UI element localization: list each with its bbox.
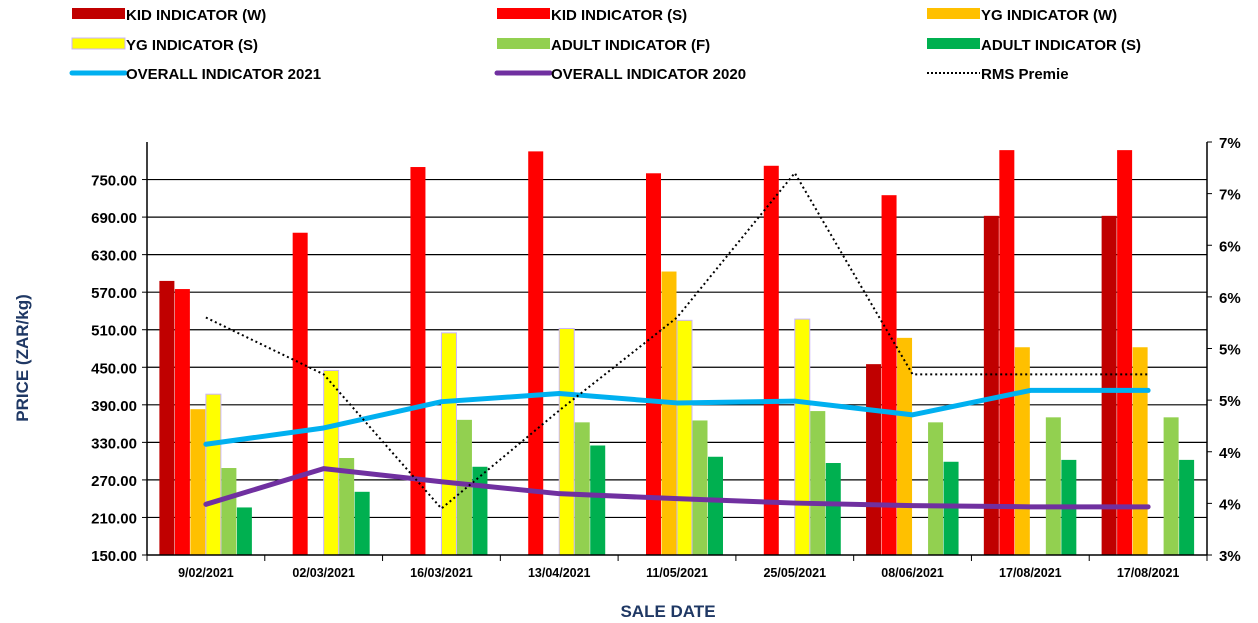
- legend: KID INDICATOR (W) KID INDICATOR (S) YG IND…: [69, 7, 1141, 83]
- y-tick-label: 390.00: [91, 398, 137, 415]
- x-tick-label: 02/03/2021: [292, 566, 355, 580]
- y-tick-label: 210.00: [91, 510, 137, 527]
- bar: [646, 173, 661, 555]
- legend-swatch: [71, 37, 126, 50]
- y2-tick-label: 6%: [1219, 238, 1241, 255]
- bar: [1045, 417, 1061, 555]
- bar: [528, 151, 544, 556]
- legend-label: ADULT INDICATOR (S): [981, 37, 1141, 54]
- x-tick-label: 13/04/2021: [528, 566, 591, 580]
- y-tick-label: 450.00: [91, 360, 137, 377]
- bar: [323, 369, 340, 556]
- bar: [1179, 459, 1195, 555]
- legend-swatch: [72, 8, 125, 19]
- bar: [825, 463, 841, 555]
- bar: [881, 195, 897, 555]
- x-tick-label: 17/08/2021: [999, 566, 1062, 580]
- bar: [999, 150, 1015, 556]
- y2-tick-label: 5%: [1219, 342, 1241, 359]
- y-tick-label: 330.00: [91, 435, 137, 452]
- x-tick-label: 16/03/2021: [410, 566, 473, 580]
- legend-label: ADULT INDICATOR (F): [551, 37, 710, 54]
- bar: [708, 456, 723, 555]
- bar: [1132, 347, 1148, 555]
- bar: [205, 393, 222, 556]
- y-axis-title: PRICE (ZAR/kg): [13, 294, 32, 422]
- series-line: [205, 171, 1149, 510]
- x-tick-label: 17/08/2021: [1117, 566, 1180, 580]
- bar: [574, 422, 590, 555]
- bar: [590, 445, 606, 555]
- legend-swatch: [497, 8, 550, 19]
- y2-tick-label: 6%: [1219, 290, 1241, 307]
- bar: [456, 419, 472, 555]
- y-tick-label: 750.00: [91, 173, 137, 190]
- legend-label: RMS Premie: [981, 66, 1069, 83]
- bar: [897, 337, 913, 555]
- y2-tick-label: 5%: [1219, 393, 1241, 410]
- legend-label: KID INDICATOR (S): [551, 7, 687, 24]
- bar: [928, 422, 944, 555]
- bar: [339, 458, 355, 555]
- y2-tick-label: 7%: [1219, 187, 1241, 204]
- x-tick-label: 08/06/2021: [881, 566, 944, 580]
- bar: [794, 318, 811, 556]
- y-tick-label: 690.00: [91, 210, 137, 227]
- bar: [292, 232, 308, 555]
- x-tick-label: 9/02/2021: [178, 566, 234, 580]
- bar: [472, 466, 488, 555]
- y-tick-label: 570.00: [91, 285, 137, 302]
- bar: [410, 167, 426, 555]
- bar: [676, 319, 693, 556]
- bar: [354, 491, 370, 555]
- legend-label: OVERALL INDICATOR 2021: [126, 66, 321, 83]
- legend-label: YG INDICATOR (S): [126, 37, 258, 54]
- bar: [159, 280, 175, 555]
- bar: [866, 364, 882, 555]
- plot-area: 750.00 690.00 630.00 570.00 510.00 450.00 390.…: [91, 135, 1241, 580]
- legend-swatch: [927, 8, 980, 19]
- bar: [1101, 215, 1117, 555]
- legend-label: OVERALL INDICATOR 2020: [551, 66, 746, 83]
- y2-tick-label: 4%: [1219, 496, 1241, 513]
- y-tick-label: 270.00: [91, 473, 137, 490]
- y2-tick-label: 4%: [1219, 445, 1241, 462]
- bar: [661, 271, 677, 555]
- y-tick-label: 630.00: [91, 248, 137, 265]
- bar: [174, 289, 190, 555]
- legend-label: YG INDICATOR (W): [981, 7, 1117, 24]
- bar: [692, 420, 708, 555]
- y2-tick-label: 7%: [1219, 135, 1241, 152]
- legend-swatch: [927, 38, 980, 49]
- y-tick-label: 510.00: [91, 323, 137, 340]
- bar: [221, 468, 237, 555]
- x-tick-label: 11/05/2021: [646, 566, 708, 580]
- bar: [1117, 150, 1133, 556]
- legend-swatch: [497, 38, 550, 49]
- y2-tick-label: 3%: [1219, 548, 1241, 565]
- legend-label: KID INDICATOR (W): [126, 7, 266, 24]
- bar: [763, 165, 779, 555]
- bar: [558, 327, 575, 556]
- bar: [983, 215, 999, 555]
- x-tick-label: 25/05/2021: [763, 566, 826, 580]
- series-line: [203, 466, 1151, 510]
- bar: [190, 409, 206, 555]
- bar: [1014, 347, 1030, 555]
- bar: [1163, 417, 1179, 555]
- bar: [236, 507, 252, 555]
- x-axis-title: SALE DATE: [620, 602, 715, 621]
- y-tick-label: 150.00: [91, 548, 137, 565]
- bar: [810, 411, 826, 555]
- bar: [440, 332, 457, 556]
